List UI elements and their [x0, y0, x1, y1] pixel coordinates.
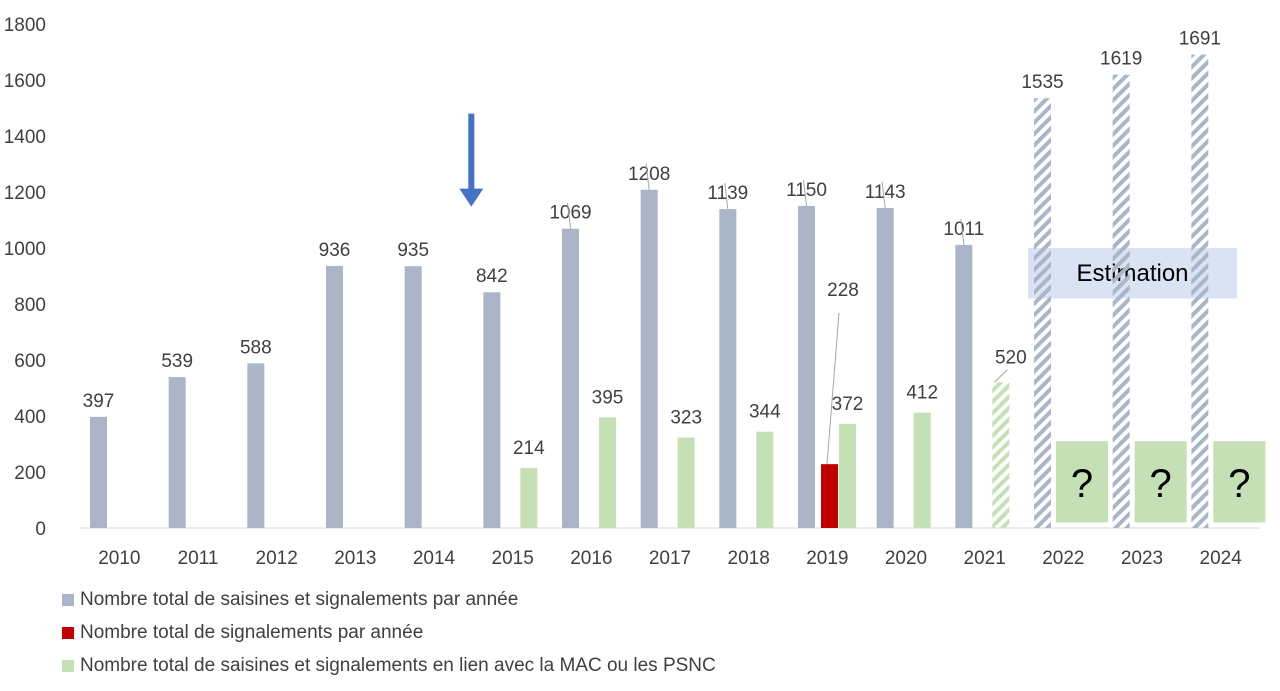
- y-tick-label: 800: [14, 295, 46, 316]
- unknown-mark: ?: [1150, 462, 1172, 506]
- x-tick-label: 2017: [649, 548, 691, 569]
- data-label-mac-psnc: 412: [906, 383, 938, 404]
- data-label-total: 936: [319, 240, 351, 261]
- data-label-total: 1139: [707, 183, 748, 204]
- leader-line-total: [645, 163, 650, 190]
- bar-mac-psnc: [992, 382, 1010, 528]
- data-label-total: 935: [397, 240, 429, 261]
- leader-line-total: [803, 179, 807, 207]
- x-tick-label: 2015: [492, 548, 534, 569]
- y-tick-label: 1600: [4, 71, 46, 92]
- bar-total: [876, 207, 894, 528]
- leader-line-total: [724, 183, 729, 210]
- bar-total: [1191, 54, 1209, 529]
- unknown-mark: ?: [1228, 462, 1250, 506]
- bar-total: [562, 228, 579, 528]
- bar-total: [719, 209, 737, 528]
- x-tick-label: 2011: [178, 548, 219, 569]
- data-label-total: 842: [476, 266, 508, 287]
- legend-item-signalements: Nombre total de signalements par année: [62, 622, 423, 644]
- data-label-mac-psnc: 520: [995, 348, 1027, 369]
- data-label-total: 1069: [549, 203, 591, 224]
- bar-total: [955, 244, 973, 529]
- data-label-total: 1011: [943, 219, 984, 240]
- bar-mac-psnc: [913, 412, 931, 528]
- legend-swatch-mac-psnc: [62, 660, 74, 672]
- x-tick-label: 2023: [1121, 548, 1163, 569]
- x-tick-label: 2021: [964, 548, 1006, 569]
- x-tick-label: 2014: [413, 548, 456, 569]
- leader-line-signalements: [826, 312, 840, 465]
- data-label-mac-psnc: 395: [592, 387, 624, 408]
- bar-mac-psnc: [677, 437, 695, 528]
- data-label-total: 1150: [786, 180, 827, 201]
- data-label-total: 1691: [1179, 29, 1221, 50]
- bar-total: [168, 377, 186, 528]
- x-tick-label: 2024: [1200, 548, 1243, 569]
- y-tick-label: 400: [14, 407, 46, 428]
- bar-total: [798, 206, 815, 528]
- unknown-box: [1134, 441, 1187, 523]
- bar-chart: 0 200 400 600 800 1000 1200 1400 1600 1800 Estimat…: [4, 15, 1266, 569]
- legend-label-mac-psnc: Nombre total de saisines et signalements…: [80, 655, 716, 676]
- leader-line-total: [567, 202, 571, 229]
- data-label-total: 1208: [628, 164, 670, 185]
- bar-total: [90, 416, 107, 528]
- leader-line-mac-psnc: [993, 369, 1008, 383]
- x-tick-label: 2019: [806, 548, 848, 569]
- x-tick-label: 2018: [728, 548, 770, 569]
- legend-item-mac-psnc: Nombre total de saisines et signalements…: [62, 655, 716, 677]
- bar-mac-psnc: [839, 423, 856, 528]
- data-label-mac-psnc: 214: [513, 438, 545, 459]
- data-label-total: 1143: [865, 182, 906, 203]
- legend-item-total: Nombre total de saisines et signalements…: [62, 589, 518, 611]
- legend-swatch-total: [62, 594, 74, 606]
- y-tick-label: 600: [14, 351, 46, 372]
- data-label-total: 539: [161, 351, 193, 372]
- bar-total: [640, 189, 658, 528]
- legend-swatch-signalements: [62, 627, 74, 639]
- y-tick-label: 1400: [4, 127, 46, 148]
- estimation-label: Estimation: [1076, 260, 1188, 287]
- x-tick-label: 2020: [885, 548, 927, 569]
- leader-line-total: [960, 218, 965, 245]
- y-tick-label: 1800: [4, 15, 46, 36]
- y-tick-label: 1000: [4, 239, 46, 260]
- data-label-signalements: 228: [827, 280, 859, 301]
- bar-signalements: [821, 464, 838, 528]
- legend-label-signalements: Nombre total de signalements par année: [80, 622, 424, 643]
- x-tick-label: 2010: [98, 548, 140, 569]
- bar-mac-psnc: [756, 431, 774, 528]
- data-label-mac-psnc: 344: [749, 402, 781, 423]
- bar-mac-psnc: [520, 468, 538, 528]
- legend-label-total: Nombre total de saisines et signalements…: [80, 589, 519, 610]
- bar-total: [1034, 98, 1051, 528]
- bar-total: [483, 292, 501, 528]
- data-label-total: 588: [240, 337, 272, 358]
- bar-total: [1112, 74, 1130, 529]
- x-tick-label: 2022: [1042, 548, 1084, 569]
- leader-line-total: [881, 181, 886, 209]
- y-tick-label: 0: [35, 519, 46, 540]
- x-tick-label: 2016: [570, 548, 612, 569]
- unknown-mark: ?: [1071, 462, 1093, 506]
- data-label-total: 1535: [1021, 72, 1063, 93]
- bar-total: [247, 363, 265, 528]
- bar-total: [404, 266, 422, 528]
- data-label-total: 1619: [1100, 49, 1142, 70]
- data-label-mac-psnc: 372: [832, 394, 864, 415]
- unknown-box: [1056, 441, 1108, 523]
- x-tick-label: 2013: [334, 548, 376, 569]
- y-tick-label: 1200: [4, 183, 46, 204]
- unknown-box: [1213, 441, 1266, 523]
- data-label-total: 397: [83, 391, 115, 412]
- data-label-mac-psnc: 323: [670, 408, 702, 429]
- bar-mac-psnc: [599, 417, 616, 528]
- y-tick-label: 200: [14, 463, 46, 484]
- x-tick-label: 2012: [256, 548, 298, 569]
- bar-total: [326, 265, 343, 528]
